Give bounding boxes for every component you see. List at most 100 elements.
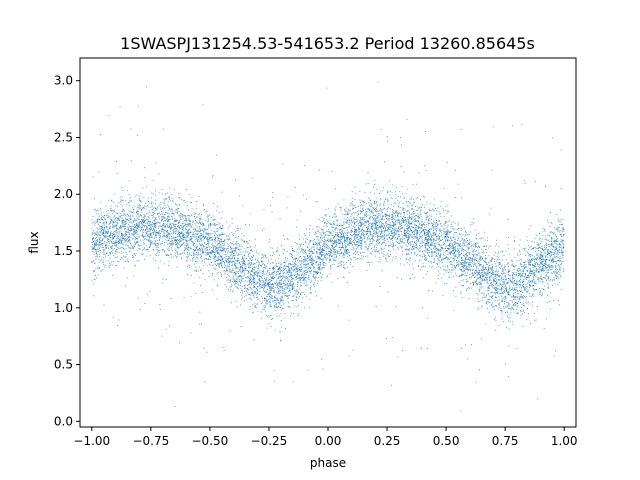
data-point [451, 240, 453, 242]
data-point [313, 274, 315, 276]
data-point [554, 265, 556, 267]
data-point [223, 270, 225, 272]
data-point [550, 248, 552, 250]
data-point [269, 282, 271, 284]
data-point [206, 211, 208, 212]
data-point [176, 245, 178, 247]
data-point [454, 244, 456, 246]
data-point [470, 240, 472, 242]
data-point [392, 232, 394, 233]
data-point [205, 232, 206, 234]
data-point [502, 300, 504, 302]
data-point [418, 259, 420, 261]
data-point [385, 215, 387, 217]
data-point [443, 269, 445, 271]
data-point [496, 239, 498, 241]
data-point [255, 266, 257, 268]
data-point [463, 239, 465, 240]
data-point [188, 266, 190, 268]
data-point [313, 259, 315, 261]
data-point [347, 252, 349, 254]
data-point [330, 256, 332, 258]
data-point [529, 295, 531, 297]
data-point [137, 237, 139, 239]
data-point [559, 271, 561, 273]
data-point [298, 252, 299, 254]
data-point [321, 254, 323, 255]
data-point [437, 242, 439, 244]
data-point [197, 252, 199, 254]
data-point [249, 240, 251, 241]
data-point [425, 273, 427, 275]
data-point [444, 283, 446, 285]
data-point [165, 198, 167, 199]
data-point [174, 219, 175, 221]
data-point [274, 300, 276, 301]
data-point [174, 203, 176, 205]
data-point [511, 306, 513, 308]
data-point [279, 283, 281, 285]
data-point [109, 216, 111, 218]
data-point [386, 338, 388, 339]
data-point [140, 253, 142, 255]
data-point [170, 241, 172, 242]
data-point [181, 228, 183, 230]
data-point [429, 223, 431, 225]
data-point [439, 249, 440, 251]
data-point [409, 217, 411, 219]
data-point [560, 252, 562, 254]
data-point [413, 241, 415, 243]
data-point [177, 224, 179, 226]
data-point [127, 213, 128, 215]
data-point [138, 225, 140, 226]
data-point [145, 220, 147, 222]
data-point [394, 213, 396, 214]
data-point [292, 254, 293, 256]
data-point [388, 231, 390, 233]
data-point [109, 218, 111, 220]
data-point [172, 250, 173, 252]
data-point [501, 281, 503, 283]
data-point [214, 252, 216, 253]
data-point [497, 279, 499, 281]
data-point [454, 255, 456, 257]
data-point [427, 231, 428, 233]
data-point [376, 217, 378, 219]
data-point [440, 256, 442, 258]
data-point [120, 233, 122, 234]
data-point [368, 228, 370, 230]
data-point [235, 264, 237, 266]
data-point [146, 232, 148, 234]
data-point [204, 249, 206, 250]
data-point [294, 258, 296, 260]
data-point [515, 275, 517, 276]
data-point [171, 238, 172, 240]
data-point [195, 237, 197, 239]
data-point [337, 278, 339, 280]
data-point [133, 252, 135, 254]
data-point [320, 237, 322, 238]
data-point [427, 271, 429, 273]
data-point [130, 200, 132, 202]
data-point [491, 258, 493, 260]
data-point [557, 264, 559, 265]
data-point [257, 290, 259, 292]
data-point [559, 276, 561, 278]
data-point [330, 252, 332, 254]
data-point [131, 233, 132, 235]
data-point [243, 240, 245, 242]
data-point [189, 215, 191, 217]
data-point [108, 235, 110, 237]
data-point [207, 252, 209, 254]
data-point [223, 256, 225, 258]
data-point [409, 234, 411, 236]
data-point [516, 296, 518, 297]
data-point [117, 236, 119, 237]
data-point [496, 273, 498, 275]
data-point [99, 249, 101, 251]
data-point [378, 230, 380, 232]
data-point [374, 202, 376, 204]
data-point [435, 242, 437, 244]
data-point [362, 230, 364, 232]
data-point [200, 258, 202, 260]
